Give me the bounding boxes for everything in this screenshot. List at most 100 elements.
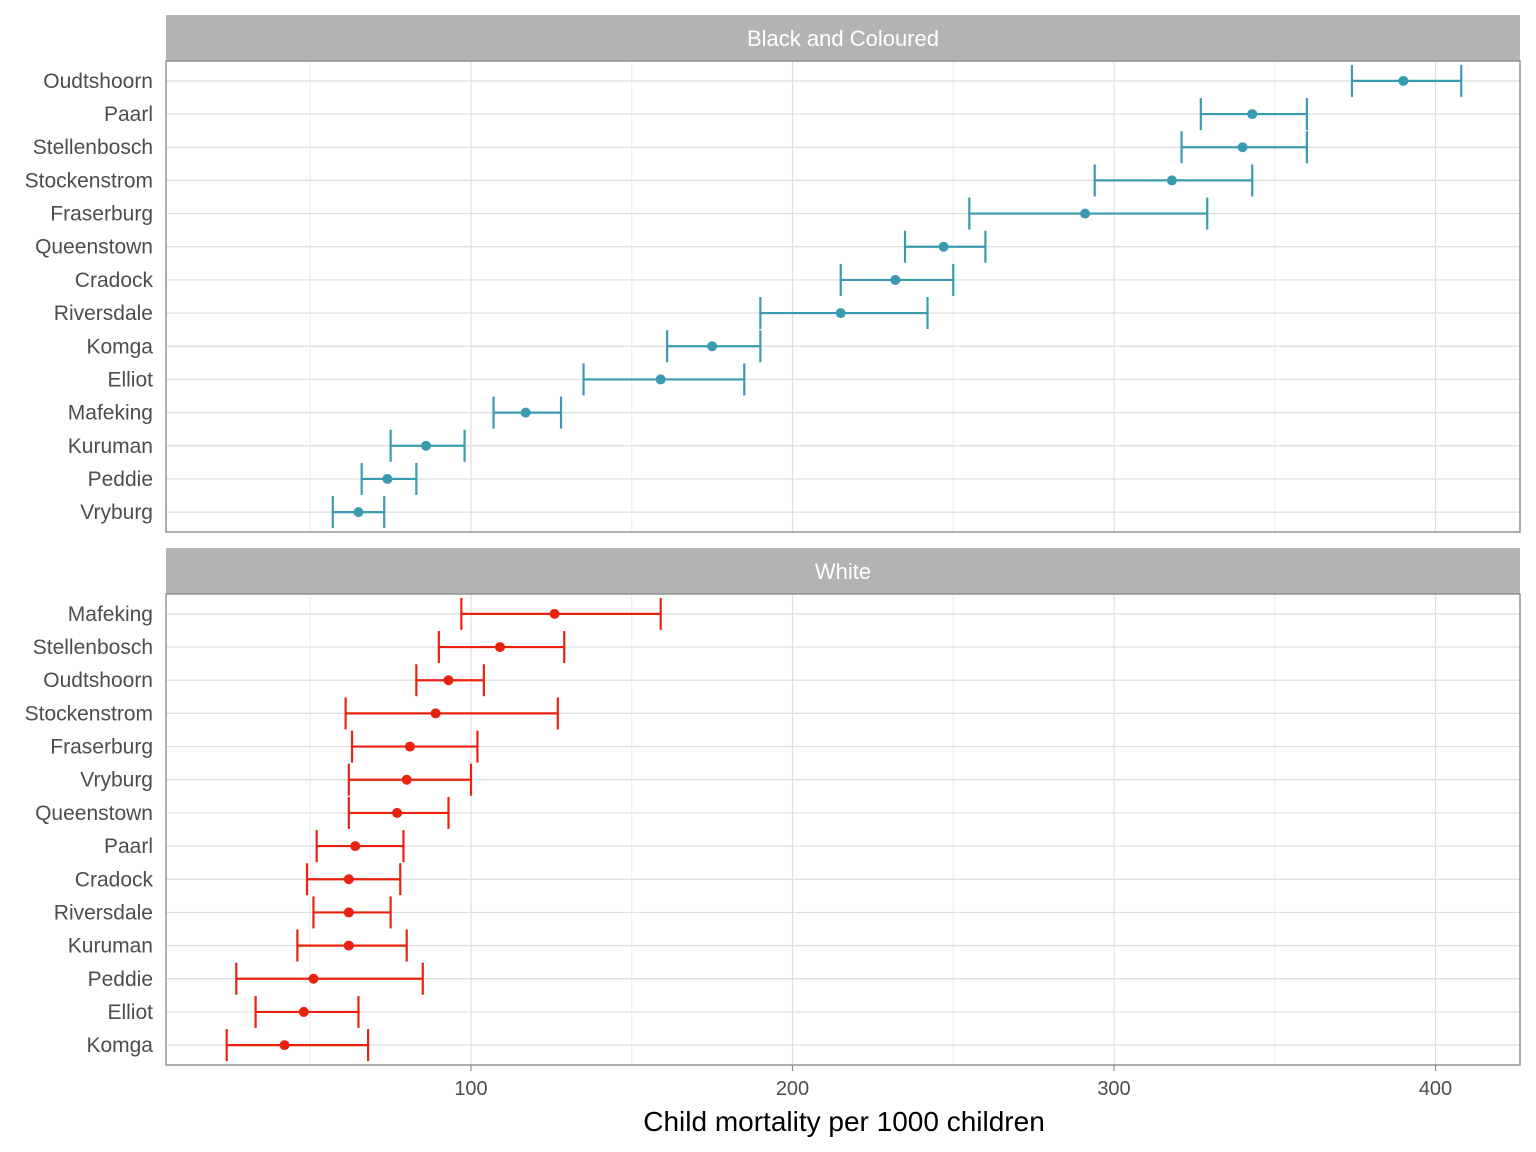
error-bar (839, 263, 955, 296)
error-bar (350, 730, 479, 763)
data-point (420, 440, 431, 451)
facet-panel: Black and Coloured Oudtshoorn Paarl Stellen… (25, 15, 1521, 533)
facet-title: Black and Coloured (747, 26, 939, 51)
category-label: Paarl (104, 835, 153, 858)
category-label: Riversdale (54, 302, 153, 325)
facet-strip (166, 548, 1520, 594)
data-point (343, 874, 354, 885)
category-label: Fraserburg (50, 203, 153, 226)
error-bar (460, 597, 662, 630)
category-label: Elliot (107, 368, 153, 391)
category-label: Kuruman (68, 435, 153, 458)
category-label: Oudtshoorn (43, 669, 153, 692)
error-bar (254, 995, 360, 1028)
category-label: Cradock (75, 269, 154, 292)
error-bar (347, 763, 473, 796)
data-point (494, 642, 505, 653)
category-label: Fraserburg (50, 736, 153, 759)
facet-panels: Black and Coloured Oudtshoorn Paarl Stellen… (25, 15, 1521, 1066)
data-point (279, 1040, 290, 1051)
data-point (938, 241, 949, 252)
error-bar (1180, 131, 1309, 164)
data-point (401, 774, 412, 785)
error-bar (492, 396, 563, 429)
data-point (343, 907, 354, 918)
category-label: Stellenbosch (33, 136, 153, 159)
data-point (1166, 175, 1177, 186)
x-axis-title: Child mortality per 1000 children (643, 1106, 1045, 1137)
error-bar (759, 297, 929, 330)
error-bar (331, 496, 386, 529)
data-point (655, 374, 666, 385)
category-label: Komga (86, 335, 153, 358)
facet-panel: White Mafeking Stellenbosch Oudtshoorn Stock… (25, 548, 1521, 1066)
error-bar (415, 664, 485, 697)
error-bar (1350, 64, 1463, 97)
category-label: Queenstown (35, 802, 153, 825)
facet-title: White (815, 559, 871, 584)
category-label: Queenstown (35, 236, 153, 259)
category-label: Peddie (88, 468, 153, 491)
data-point (1398, 75, 1409, 86)
category-label: Stockenstrom (25, 702, 153, 725)
data-point (890, 274, 901, 285)
data-point (1080, 208, 1091, 219)
error-bar (389, 429, 466, 462)
category-label: Cradock (75, 868, 154, 891)
error-bar (968, 197, 1209, 230)
error-bar (344, 697, 559, 730)
plot-background (166, 594, 1520, 1065)
data-point (308, 973, 319, 984)
x-axis: 100 200 300 400 (454, 1065, 1452, 1100)
category-label: Vryburg (80, 769, 153, 792)
error-bar (360, 462, 418, 495)
x-tick-label: 400 (1419, 1078, 1452, 1100)
error-bar (903, 230, 987, 263)
panel-border (165, 60, 1521, 533)
data-point (430, 708, 441, 719)
x-tick-label: 300 (1097, 1078, 1130, 1100)
error-bar (305, 863, 402, 896)
error-bar (666, 330, 762, 363)
category-label: Kuruman (68, 935, 153, 958)
category-label: Stellenbosch (33, 636, 153, 659)
data-point (392, 807, 403, 818)
category-label: Stockenstrom (25, 169, 153, 192)
data-point (353, 507, 364, 518)
category-label: Peddie (88, 968, 153, 991)
category-label: Vryburg (80, 501, 153, 524)
error-bar (582, 363, 746, 396)
error-bar (312, 896, 392, 929)
category-label: Komga (86, 1034, 153, 1057)
data-point (343, 940, 354, 951)
category-label: Oudtshoorn (43, 70, 153, 93)
data-point (549, 608, 560, 619)
facet-strip (166, 15, 1520, 61)
error-bar (296, 929, 408, 962)
data-point (382, 473, 393, 484)
x-tick-label: 200 (776, 1078, 809, 1100)
error-bar (1093, 164, 1254, 197)
category-label: Elliot (107, 1001, 153, 1024)
category-label: Riversdale (54, 901, 153, 924)
category-label: Paarl (104, 103, 153, 126)
data-point (707, 341, 718, 352)
data-point (404, 741, 415, 752)
error-bar (315, 830, 405, 863)
error-bar (225, 1029, 370, 1062)
data-point (443, 675, 454, 686)
error-bar (437, 631, 566, 664)
data-point (1247, 109, 1258, 120)
plot-background (166, 61, 1520, 532)
data-point (298, 1006, 309, 1017)
error-bar (347, 796, 450, 829)
data-point (835, 308, 846, 319)
category-label: Mafeking (68, 603, 153, 626)
data-point (350, 841, 361, 852)
data-point (1237, 142, 1248, 153)
data-point (520, 407, 531, 418)
error-bar (235, 962, 424, 995)
error-bar (1199, 98, 1309, 131)
panel-border (165, 593, 1521, 1066)
